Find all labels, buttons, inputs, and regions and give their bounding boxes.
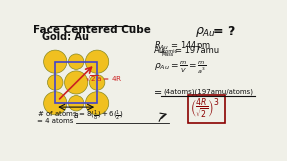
Text: = 4 atoms: = 4 atoms [37,118,74,124]
Text: Au: Au [154,46,165,55]
Text: $\rho_{Au} = \frac{m}{V} = \frac{m}{a^3}$: $\rho_{Au} = \frac{m}{V} = \frac{m}{a^3}… [154,59,206,76]
Circle shape [48,75,63,90]
Text: $\sqrt{2}$a = 4R: $\sqrt{2}$a = 4R [86,73,123,83]
Text: $\rho_{Au}$: $\rho_{Au}$ [195,25,216,39]
Circle shape [65,71,88,94]
Text: a: a [74,111,78,120]
Circle shape [68,95,84,111]
Bar [55,62,97,103]
Text: (4atoms)(197amu/atoms): (4atoms)(197amu/atoms) [163,89,253,95]
Circle shape [89,75,105,90]
Text: =: = [154,88,162,98]
Circle shape [68,54,84,69]
Text: Face Centered Cube: Face Centered Cube [33,25,151,35]
Text: = ?: = ? [213,25,235,38]
Text: Atomic: Atomic [161,49,179,54]
Circle shape [86,92,109,115]
Circle shape [44,50,67,73]
Text: $R_{Au}$ = 144pm: $R_{Au}$ = 144pm [154,39,211,52]
Text: # of atoms = $8(\frac{1}{8}) + 6(\frac{1}{2})$: # of atoms = $8(\frac{1}{8}) + 6(\frac{1… [37,109,125,123]
Circle shape [86,50,109,73]
Text: $\left(\frac{4R}{\sqrt{2}}\right)^3$: $\left(\frac{4R}{\sqrt{2}}\right)^3$ [190,97,220,122]
Text: Gold: Au: Gold: Au [42,32,89,42]
Text: = 197amu: = 197amu [175,46,220,55]
Text: Mass: Mass [161,52,174,57]
Circle shape [44,92,67,115]
